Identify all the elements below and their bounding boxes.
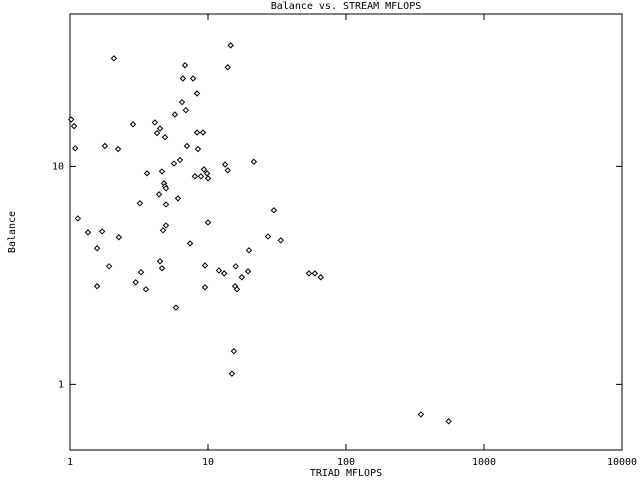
data-point: [305, 270, 313, 277]
x-tick-label: 100: [337, 457, 355, 468]
data-point: [317, 274, 325, 281]
data-point: [194, 145, 202, 153]
data-point: [221, 161, 229, 168]
data-point: [71, 145, 79, 152]
data-point: [230, 347, 238, 355]
data-point: [171, 111, 179, 118]
data-point: [244, 268, 252, 275]
data-point: [172, 304, 180, 311]
x-tick-label: 1: [67, 457, 73, 468]
data-point: [204, 219, 212, 226]
data-point: [182, 106, 190, 114]
y-axis-label: Balance: [7, 211, 18, 253]
data-point: [162, 222, 170, 229]
data-point: [115, 234, 123, 241]
data-point: [162, 185, 170, 192]
data-point: [93, 245, 101, 252]
data-point: [233, 286, 241, 293]
data-point: [445, 418, 452, 425]
data-point: [153, 129, 161, 137]
y-tick-label: 1: [58, 379, 64, 390]
data-point: [181, 62, 189, 69]
data-point: [264, 233, 272, 240]
data-point: [203, 170, 211, 177]
data-point: [156, 258, 164, 265]
data-point: [93, 283, 101, 290]
data-point: [158, 265, 166, 272]
data-point: [132, 279, 139, 286]
data-point: [74, 215, 82, 222]
data-point: [158, 168, 166, 175]
data-point: [189, 75, 197, 82]
data-point: [178, 98, 186, 106]
y-tick-label: 10: [52, 161, 64, 172]
x-axis-label: TRIAD MFLOPS: [310, 468, 382, 479]
data-point: [156, 125, 164, 132]
data-point: [311, 270, 319, 277]
data-point: [193, 90, 201, 97]
data-point: [162, 201, 170, 208]
data-point: [201, 284, 209, 291]
data-point: [224, 64, 231, 71]
data-point: [143, 170, 151, 177]
data-point: [204, 175, 212, 182]
data-point: [183, 142, 191, 150]
data-point: [155, 191, 163, 198]
data-point: [199, 129, 207, 136]
data-point: [220, 270, 228, 277]
data-point: [142, 286, 150, 293]
data-point: [114, 145, 122, 153]
data-point: [98, 228, 106, 235]
data-point: [238, 274, 246, 281]
data-point: [70, 122, 78, 130]
data-point: [84, 229, 92, 236]
data-point: [67, 116, 75, 123]
data-point: [101, 142, 109, 150]
data-point: [137, 268, 145, 276]
x-tick-label: 1000: [472, 457, 496, 468]
data-point: [136, 200, 144, 207]
data-point: [277, 237, 285, 244]
data-point: [129, 121, 137, 128]
data-point: [228, 370, 236, 377]
data-point: [174, 195, 182, 202]
data-point: [227, 42, 234, 49]
chart-title: Balance vs. STREAM MFLOPS: [271, 1, 422, 12]
data-point: [191, 173, 199, 180]
data-point: [151, 119, 159, 126]
data-point: [179, 75, 187, 82]
data-point: [417, 411, 425, 418]
data-point: [186, 240, 194, 247]
x-tick-label: 10000: [607, 457, 637, 468]
data-point: [200, 166, 208, 173]
data-point: [245, 247, 253, 254]
data-point: [197, 173, 205, 180]
data-point: [193, 129, 201, 136]
data-point: [250, 158, 258, 165]
data-point: [110, 55, 118, 62]
data-point: [170, 160, 178, 167]
data-point: [232, 263, 240, 270]
data-point: [161, 134, 169, 141]
data-point: [159, 227, 167, 234]
plot-border: [69, 13, 623, 451]
data-point: [201, 262, 209, 269]
data-point: [176, 156, 184, 164]
data-point: [224, 167, 231, 174]
x-tick-label: 10: [202, 457, 214, 468]
data-point: [270, 207, 278, 214]
data-point: [105, 263, 113, 270]
data-point: [215, 267, 223, 274]
